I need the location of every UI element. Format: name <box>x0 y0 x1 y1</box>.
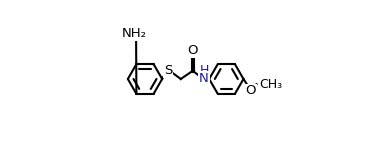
Text: S: S <box>164 64 172 77</box>
Text: O: O <box>246 84 256 97</box>
Text: H: H <box>199 64 209 77</box>
Text: CH₃: CH₃ <box>259 78 282 92</box>
Text: N: N <box>199 73 209 85</box>
Text: NH₂: NH₂ <box>122 27 147 40</box>
Text: O: O <box>188 44 198 57</box>
